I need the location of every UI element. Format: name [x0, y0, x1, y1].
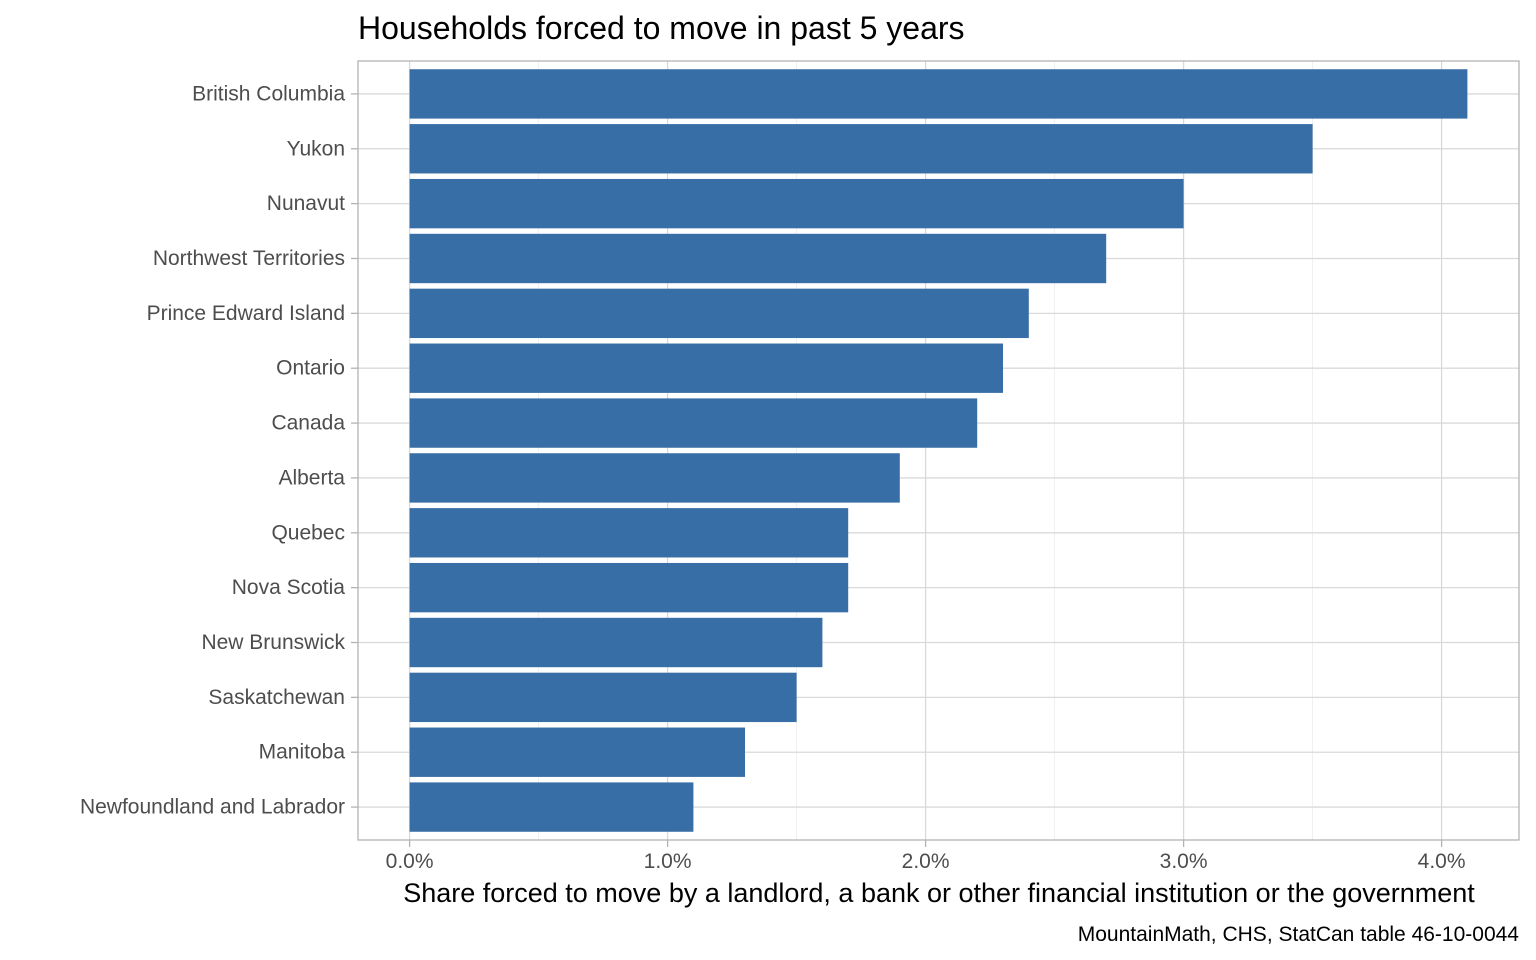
- y-tick-label: Northwest Territories: [153, 247, 345, 270]
- x-tick-label: 1.0%: [644, 850, 692, 873]
- bar: [409, 453, 900, 503]
- bar: [409, 782, 694, 832]
- y-tick-label: Saskatchewan: [208, 686, 345, 709]
- bar: [409, 727, 745, 777]
- panel-border: [357, 60, 1520, 841]
- bars: [409, 69, 1468, 832]
- bar: [409, 233, 1107, 284]
- bar: [409, 178, 1184, 229]
- bar: [409, 398, 978, 448]
- x-axis: 0.0% 1.0% 2.0% 3.0% 4.0%: [386, 840, 1466, 873]
- y-tick-label: British Columbia: [192, 82, 345, 105]
- y-tick-label: New Brunswick: [201, 631, 345, 654]
- y-tick-label: Yukon: [287, 137, 345, 160]
- y-tick-label: Newfoundland and Labrador: [80, 796, 345, 819]
- grid-lines: [358, 61, 1519, 840]
- y-tick-label: Prince Edward Island: [147, 302, 345, 325]
- y-tick-label: Quebec: [271, 521, 345, 544]
- bar: [409, 672, 797, 723]
- x-tick-label: 0.0%: [386, 850, 434, 873]
- x-axis-label: Share forced to move by a landlord, a ba…: [403, 878, 1475, 908]
- y-tick-label: Ontario: [276, 357, 345, 380]
- y-tick-label: Alberta: [278, 466, 345, 489]
- y-axis: British Columbia Yukon Nunavut Northwest Te…: [80, 82, 358, 819]
- y-tick-label: Manitoba: [259, 741, 346, 764]
- bar: [409, 288, 1029, 339]
- bar: [409, 124, 1313, 174]
- bar: [409, 343, 1004, 393]
- bar: [409, 508, 849, 558]
- y-tick-label: Canada: [271, 412, 345, 435]
- bar: [409, 617, 823, 668]
- chart-caption: MountainMath, CHS, StatCan table 46-10-0…: [1078, 923, 1520, 946]
- bar: [409, 562, 849, 613]
- x-tick-label: 2.0%: [902, 850, 950, 873]
- y-tick-label: Nunavut: [267, 192, 345, 215]
- x-tick-label: 4.0%: [1418, 850, 1466, 873]
- y-tick-label: Nova Scotia: [232, 576, 346, 599]
- bar: [409, 69, 1468, 119]
- chart-title: Households forced to move in past 5 year…: [358, 10, 965, 46]
- x-tick-label: 3.0%: [1160, 850, 1208, 873]
